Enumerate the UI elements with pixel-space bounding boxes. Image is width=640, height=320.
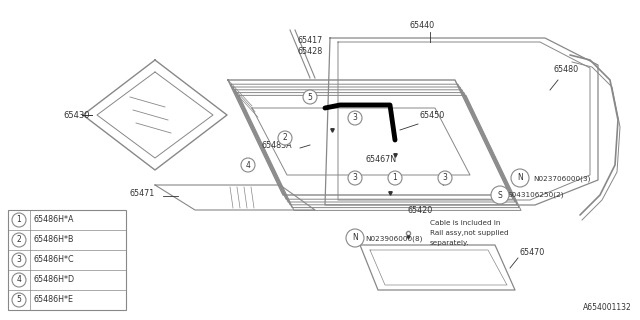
Text: 1: 1 — [392, 173, 397, 182]
Circle shape — [12, 293, 26, 307]
Circle shape — [12, 273, 26, 287]
Text: N023906000(8): N023906000(8) — [365, 235, 422, 242]
Text: Rail assy,not supplied: Rail assy,not supplied — [430, 230, 509, 236]
Text: 3: 3 — [17, 255, 21, 265]
Circle shape — [388, 171, 402, 185]
Text: N: N — [352, 234, 358, 243]
Text: 65486H*B: 65486H*B — [33, 236, 74, 244]
Text: 65483A: 65483A — [262, 141, 292, 150]
Text: A654001132: A654001132 — [583, 303, 632, 312]
Text: 2: 2 — [283, 133, 287, 142]
Text: 65430: 65430 — [63, 110, 90, 119]
Text: N023706000(3): N023706000(3) — [533, 175, 590, 181]
Circle shape — [12, 253, 26, 267]
Circle shape — [12, 213, 26, 227]
Circle shape — [438, 171, 452, 185]
Text: 65486H*A: 65486H*A — [33, 215, 74, 225]
Text: 65428: 65428 — [298, 47, 323, 56]
Text: 4: 4 — [246, 161, 250, 170]
Text: 2: 2 — [17, 236, 21, 244]
Text: 5: 5 — [308, 92, 312, 101]
Text: S: S — [498, 190, 502, 199]
Text: S043106250(2): S043106250(2) — [508, 192, 564, 198]
Text: 4: 4 — [17, 276, 21, 284]
Circle shape — [348, 111, 362, 125]
Text: Cable is included in: Cable is included in — [430, 220, 500, 226]
Text: 65467N: 65467N — [365, 155, 396, 164]
Text: N: N — [517, 173, 523, 182]
Circle shape — [346, 229, 364, 247]
Text: 65486H*E: 65486H*E — [33, 295, 73, 305]
Text: 65470: 65470 — [520, 248, 545, 257]
Text: 65486H*C: 65486H*C — [33, 255, 74, 265]
Circle shape — [12, 233, 26, 247]
Circle shape — [491, 186, 509, 204]
Text: 5: 5 — [17, 295, 21, 305]
Text: 1: 1 — [17, 215, 21, 225]
Circle shape — [511, 169, 529, 187]
Text: 3: 3 — [353, 173, 357, 182]
Text: separately.: separately. — [430, 240, 470, 246]
Circle shape — [278, 131, 292, 145]
Text: 3: 3 — [353, 114, 357, 123]
Text: 65420: 65420 — [408, 206, 433, 215]
Text: 65480: 65480 — [554, 65, 579, 74]
Text: 65486H*D: 65486H*D — [33, 276, 74, 284]
Text: 65450: 65450 — [420, 111, 445, 120]
Bar — [8, 210, 126, 310]
Text: 65417: 65417 — [298, 36, 323, 45]
Circle shape — [348, 171, 362, 185]
Text: 65440: 65440 — [410, 21, 435, 30]
Text: 65471: 65471 — [130, 189, 156, 198]
Circle shape — [241, 158, 255, 172]
Text: 3: 3 — [443, 173, 447, 182]
Circle shape — [303, 90, 317, 104]
